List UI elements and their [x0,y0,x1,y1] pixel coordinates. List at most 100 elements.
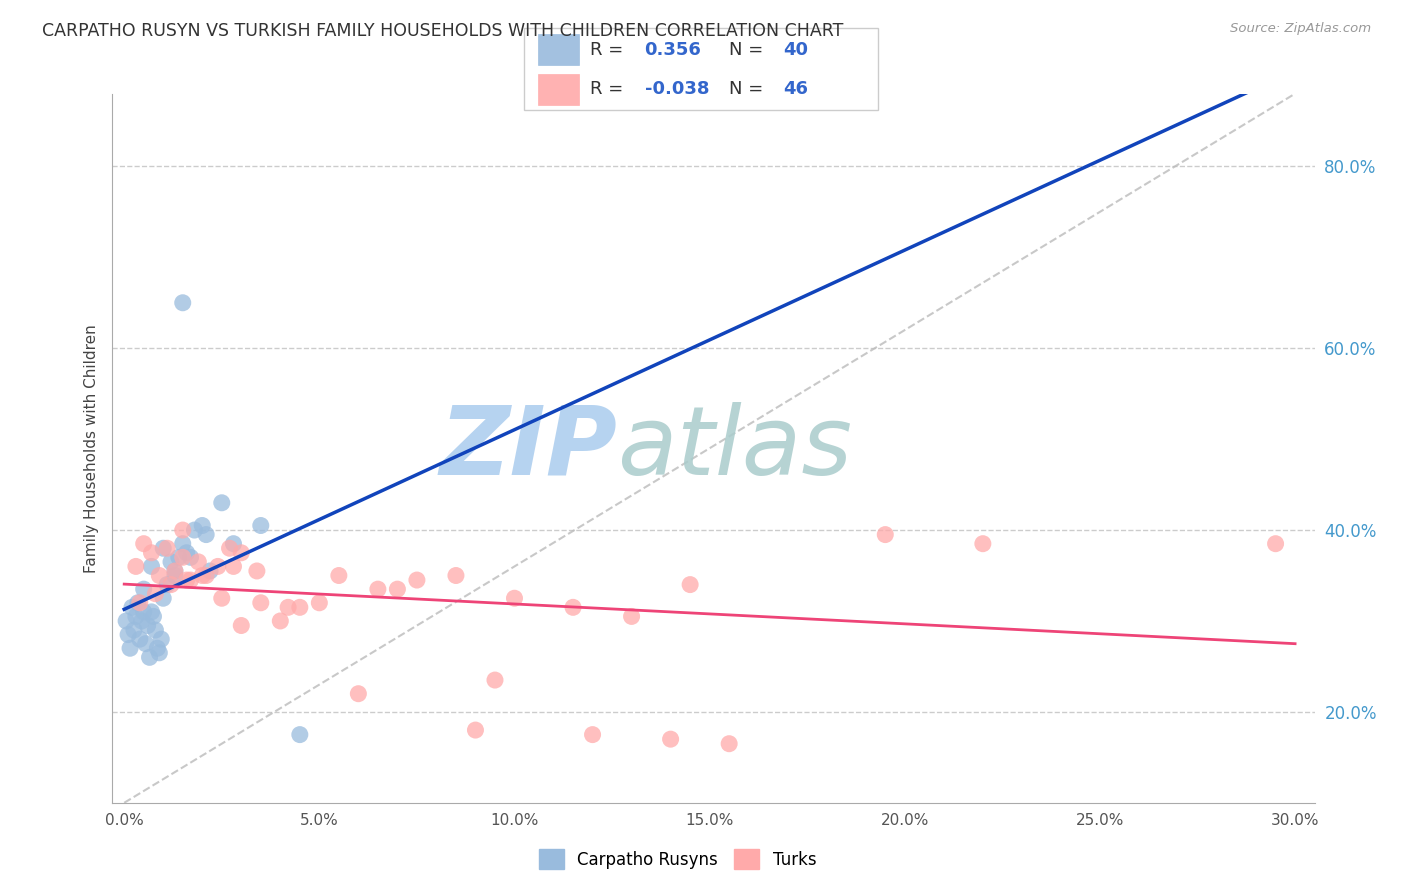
FancyBboxPatch shape [538,74,579,104]
Text: N =: N = [728,41,769,59]
Point [146,641,169,656]
Point [211,496,233,510]
Point [172,523,194,537]
Text: ZIP: ZIP [440,401,617,495]
Point [150,632,173,647]
Y-axis label: Family Households with Children: Family Households with Children [83,324,98,573]
Point [176,573,198,587]
Point [191,518,214,533]
Point [148,646,170,660]
Point [132,605,155,619]
Point [135,637,157,651]
Text: Source: ZipAtlas.com: Source: ZipAtlas.com [1230,22,1371,36]
Point [231,546,253,560]
Point [464,723,486,737]
Point [277,600,299,615]
Point [117,627,139,641]
Point [128,596,150,610]
Point [156,577,179,591]
Point [187,555,209,569]
Point [152,591,174,606]
Point [581,728,603,742]
Point [222,537,245,551]
Point [152,541,174,556]
Point [145,623,167,637]
Point [347,687,370,701]
Point [246,564,269,578]
Point [218,541,240,556]
Point [136,618,159,632]
Point [163,564,186,578]
Point [503,591,526,606]
Point [138,650,160,665]
Point [141,559,163,574]
Text: 0.356: 0.356 [644,41,702,59]
Point [367,582,389,596]
Point [972,537,994,551]
Point [142,609,165,624]
Point [122,623,145,637]
Text: 46: 46 [783,79,808,97]
Text: R =: R = [589,79,628,97]
Point [249,518,271,533]
Point [127,596,149,610]
Point [125,559,148,574]
Point [659,732,682,747]
FancyBboxPatch shape [524,29,879,110]
Point [125,609,148,624]
Point [145,587,167,601]
Point [484,673,506,687]
Point [679,577,702,591]
Point [191,568,214,582]
Point [444,568,467,582]
Point [163,564,186,578]
FancyBboxPatch shape [538,35,579,65]
Point [207,559,229,574]
Point [288,728,311,742]
Point [249,596,271,610]
Point [172,295,194,310]
Point [163,568,186,582]
Point [132,582,155,596]
Point [620,609,643,624]
Point [128,632,150,647]
Text: R =: R = [589,41,628,59]
Point [718,737,741,751]
Point [231,618,253,632]
Point [172,550,194,565]
Point [1264,537,1286,551]
Legend: Carpatho Rusyns, Turks: Carpatho Rusyns, Turks [531,842,823,876]
Point [222,559,245,574]
Text: 40: 40 [783,41,808,59]
Point [180,550,202,565]
Point [132,537,155,551]
Text: -0.038: -0.038 [644,79,709,97]
Point [176,546,198,560]
Point [387,582,409,596]
Point [875,527,897,541]
Point [562,600,585,615]
Point [198,564,221,578]
Point [180,573,202,587]
Point [115,614,138,628]
Point [269,614,291,628]
Point [195,527,218,541]
Point [121,600,143,615]
Point [160,555,183,569]
Point [160,577,183,591]
Point [211,591,233,606]
Point [183,523,205,537]
Point [148,568,170,582]
Point [118,641,141,656]
Point [156,541,179,556]
Text: N =: N = [728,79,769,97]
Point [406,573,429,587]
Text: CARPATHO RUSYN VS TURKISH FAMILY HOUSEHOLDS WITH CHILDREN CORRELATION CHART: CARPATHO RUSYN VS TURKISH FAMILY HOUSEHO… [42,22,844,40]
Point [141,605,163,619]
Point [195,568,218,582]
Point [141,546,163,560]
Text: atlas: atlas [617,401,852,495]
Point [328,568,350,582]
Point [167,550,190,565]
Point [131,614,153,628]
